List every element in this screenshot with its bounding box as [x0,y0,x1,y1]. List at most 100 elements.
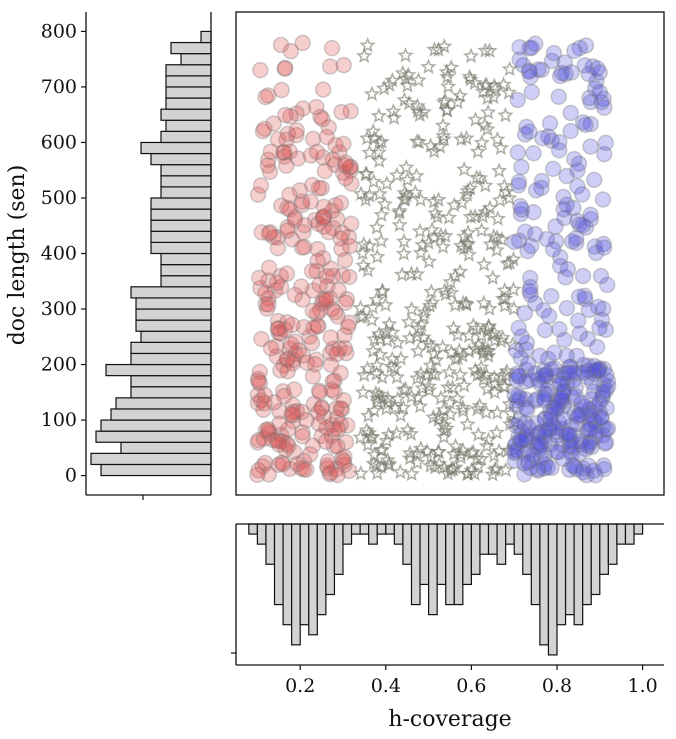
data-point [298,354,316,371]
data-point [281,186,298,204]
data-point [562,122,579,140]
data-point [465,316,482,333]
data-point [594,191,612,208]
histogram-bar [325,523,336,596]
data-point [555,383,572,400]
data-point [377,296,394,313]
data-point [586,238,604,255]
data-point [339,318,357,336]
data-point [253,330,270,348]
histogram-bar [140,330,212,343]
data-point [272,278,290,296]
data-point [329,420,347,438]
data-point [359,360,376,376]
histogram-bar [393,523,404,545]
data-point [526,35,544,53]
data-point [410,71,427,88]
data-point [306,356,324,373]
data-point [409,342,427,359]
data-point [582,206,599,224]
data-point [434,338,451,355]
data-point [391,216,408,233]
data-point [281,340,299,357]
data-point [551,375,569,392]
data-point [275,144,292,161]
data-point [370,107,388,124]
y-tick-label: 100 [41,409,77,431]
data-point [293,193,311,210]
data-point [279,199,296,217]
data-point [260,225,278,242]
data-point [334,267,351,284]
data-point [430,443,447,459]
data-point [412,244,429,260]
data-point [545,398,563,416]
data-point [260,259,278,277]
histogram-bar [150,241,212,255]
data-point [284,397,302,414]
data-point [589,60,606,77]
histogram-bar [402,523,413,565]
histogram-bar [150,230,212,243]
data-point [363,85,381,102]
data-point [590,361,607,379]
histogram-bar [530,523,541,606]
data-point [518,334,536,352]
histogram-bar [120,441,212,454]
data-point [520,419,538,436]
data-point [595,360,613,378]
histogram-bar [160,108,212,121]
data-point [336,456,353,474]
data-point [328,409,346,427]
data-point [435,416,453,433]
data-point [273,81,290,99]
scatter-points [249,34,617,484]
data-point [570,288,588,305]
data-point [273,197,290,214]
data-point [257,284,274,302]
data-point [313,295,331,312]
data-point [481,199,499,216]
data-point [547,233,565,250]
data-point [276,59,294,77]
data-point [294,100,312,117]
data-point [512,205,530,223]
data-point [563,233,581,250]
x-tick-label: 0.6 [456,675,486,697]
histogram-bar [590,523,601,596]
data-point [279,222,296,239]
data-point [517,341,535,358]
data-point [278,265,296,282]
data-point [335,135,352,153]
data-point [582,416,599,433]
data-point [508,441,526,459]
data-point [333,401,351,418]
data-point [304,437,322,454]
data-point [529,462,547,479]
data-point [378,175,395,191]
data-point [365,173,382,189]
data-point [568,460,585,478]
data-point [447,437,464,454]
data-point [532,437,550,454]
data-point [580,457,597,474]
data-point [257,295,275,313]
data-point [373,368,391,385]
data-point [592,267,610,285]
data-point [313,399,330,417]
data-point [315,198,333,216]
data-point [462,208,479,225]
data-point [542,287,560,305]
data-point [459,415,476,432]
data-point [531,440,549,458]
data-point [595,235,612,253]
data-point [550,397,567,414]
y-tick-label: 300 [41,298,77,320]
data-point [598,399,615,417]
data-point [508,371,525,389]
data-point [397,380,414,397]
data-point [364,298,381,315]
data-point [521,282,538,300]
data-point [260,290,277,307]
data-point [249,434,267,451]
